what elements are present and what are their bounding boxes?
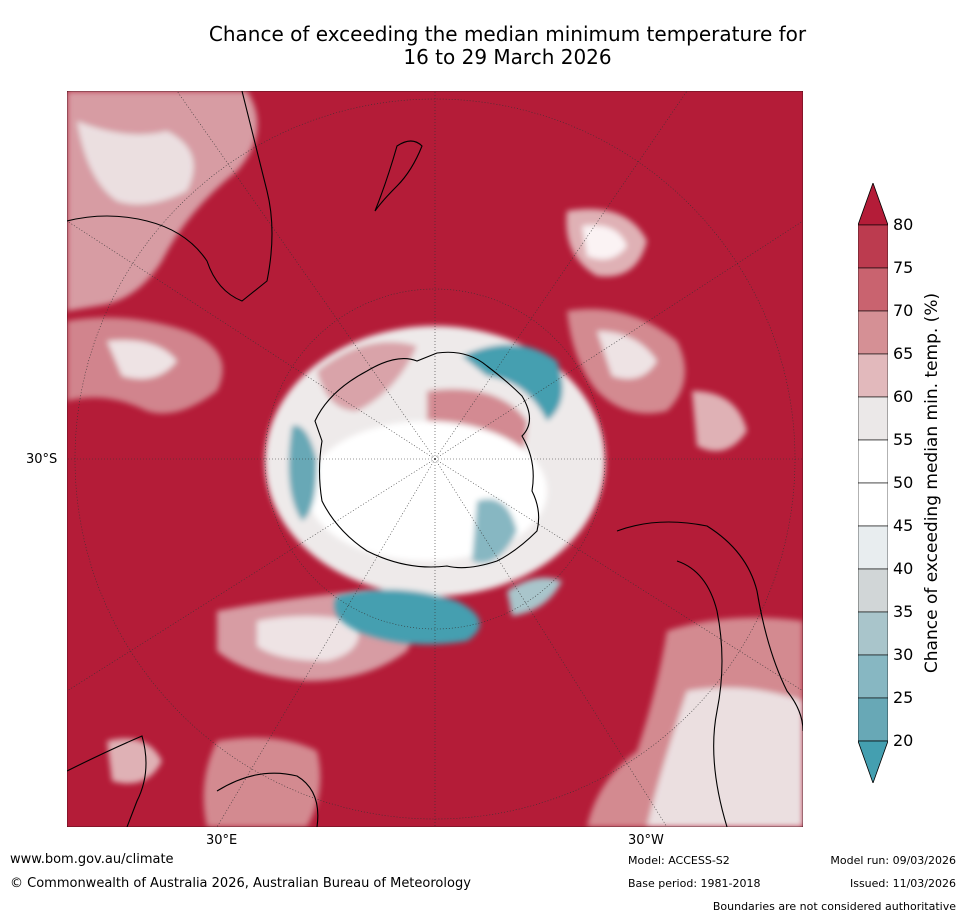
map-subtitle: 16 to 29 March 2026 — [403, 45, 612, 69]
south-america-coast — [616, 521, 803, 827]
colorbar-tick-label: 50 — [893, 473, 914, 492]
model-name: Model: ACCESS-S2 — [628, 854, 730, 867]
colorbar-segment — [858, 353, 888, 398]
issued-date: Issued: 11/03/2026 — [849, 877, 956, 890]
boundary-disclaimer: Boundaries are not considered authoritat… — [712, 900, 956, 913]
colorbar-title: Chance of exceeding median min. temp. (%… — [922, 292, 942, 674]
colorbar — [858, 183, 888, 783]
colorbar-segment — [858, 525, 888, 570]
probability-map — [67, 91, 803, 827]
colorbar-tick-label: 30 — [893, 645, 914, 664]
colorbar-segment — [858, 697, 888, 742]
copyright-notice: © Commonwealth of Australia 2026, Austra… — [10, 876, 471, 891]
longitude-label-west: 30°W — [628, 833, 664, 848]
colorbar-tick-label: 70 — [893, 301, 914, 320]
africa-coast — [67, 735, 319, 827]
colorbar-segment — [858, 439, 888, 484]
colorbar-tick-label: 65 — [893, 344, 914, 363]
colorbar-segment — [858, 267, 888, 312]
moderate-probability-patches — [67, 91, 803, 827]
colorbar-tick-label: 55 — [893, 430, 914, 449]
colorbar-tick-label: 75 — [893, 258, 914, 277]
colorbar-segment — [858, 310, 888, 355]
colorbar-tick-label: 20 — [893, 731, 914, 750]
colorbar-tick-label: 60 — [893, 387, 914, 406]
colorbar-tick-label: 45 — [893, 516, 914, 535]
latitude-label: 30°S — [26, 452, 58, 467]
graticule — [67, 91, 803, 827]
source-url[interactable]: www.bom.gov.au/climate — [10, 852, 174, 867]
colorbar-top-arrow — [858, 183, 888, 226]
colorbar-bottom-arrow — [858, 740, 888, 783]
colorbar-segment — [858, 568, 888, 613]
colorbar-segment — [858, 396, 888, 441]
colorbar-tick-label: 25 — [893, 688, 914, 707]
colorbar-segment — [858, 482, 888, 527]
base-period: Base period: 1981-2018 — [628, 877, 761, 890]
antarctica-coast — [314, 351, 540, 569]
model-run-date: Model run: 09/03/2026 — [830, 854, 956, 867]
antarctic-anomaly-region — [265, 326, 605, 645]
coastlines — [67, 91, 803, 827]
colorbar-segment — [858, 224, 888, 269]
new-zealand-coast — [374, 140, 423, 212]
australia-coast — [67, 91, 273, 302]
colorbar-tick-label: 40 — [893, 559, 914, 578]
map-title: Chance of exceeding the median minimum t… — [208, 22, 807, 46]
colorbar-segment — [858, 611, 888, 656]
colorbar-tick-label: 35 — [893, 602, 914, 621]
colorbar-tick-label: 80 — [893, 215, 914, 234]
colorbar-segment — [858, 654, 888, 699]
longitude-label-east: 30°E — [206, 833, 238, 848]
